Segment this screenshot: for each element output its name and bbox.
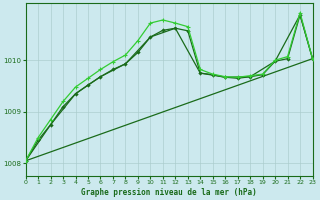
X-axis label: Graphe pression niveau de la mer (hPa): Graphe pression niveau de la mer (hPa) [81,188,257,197]
